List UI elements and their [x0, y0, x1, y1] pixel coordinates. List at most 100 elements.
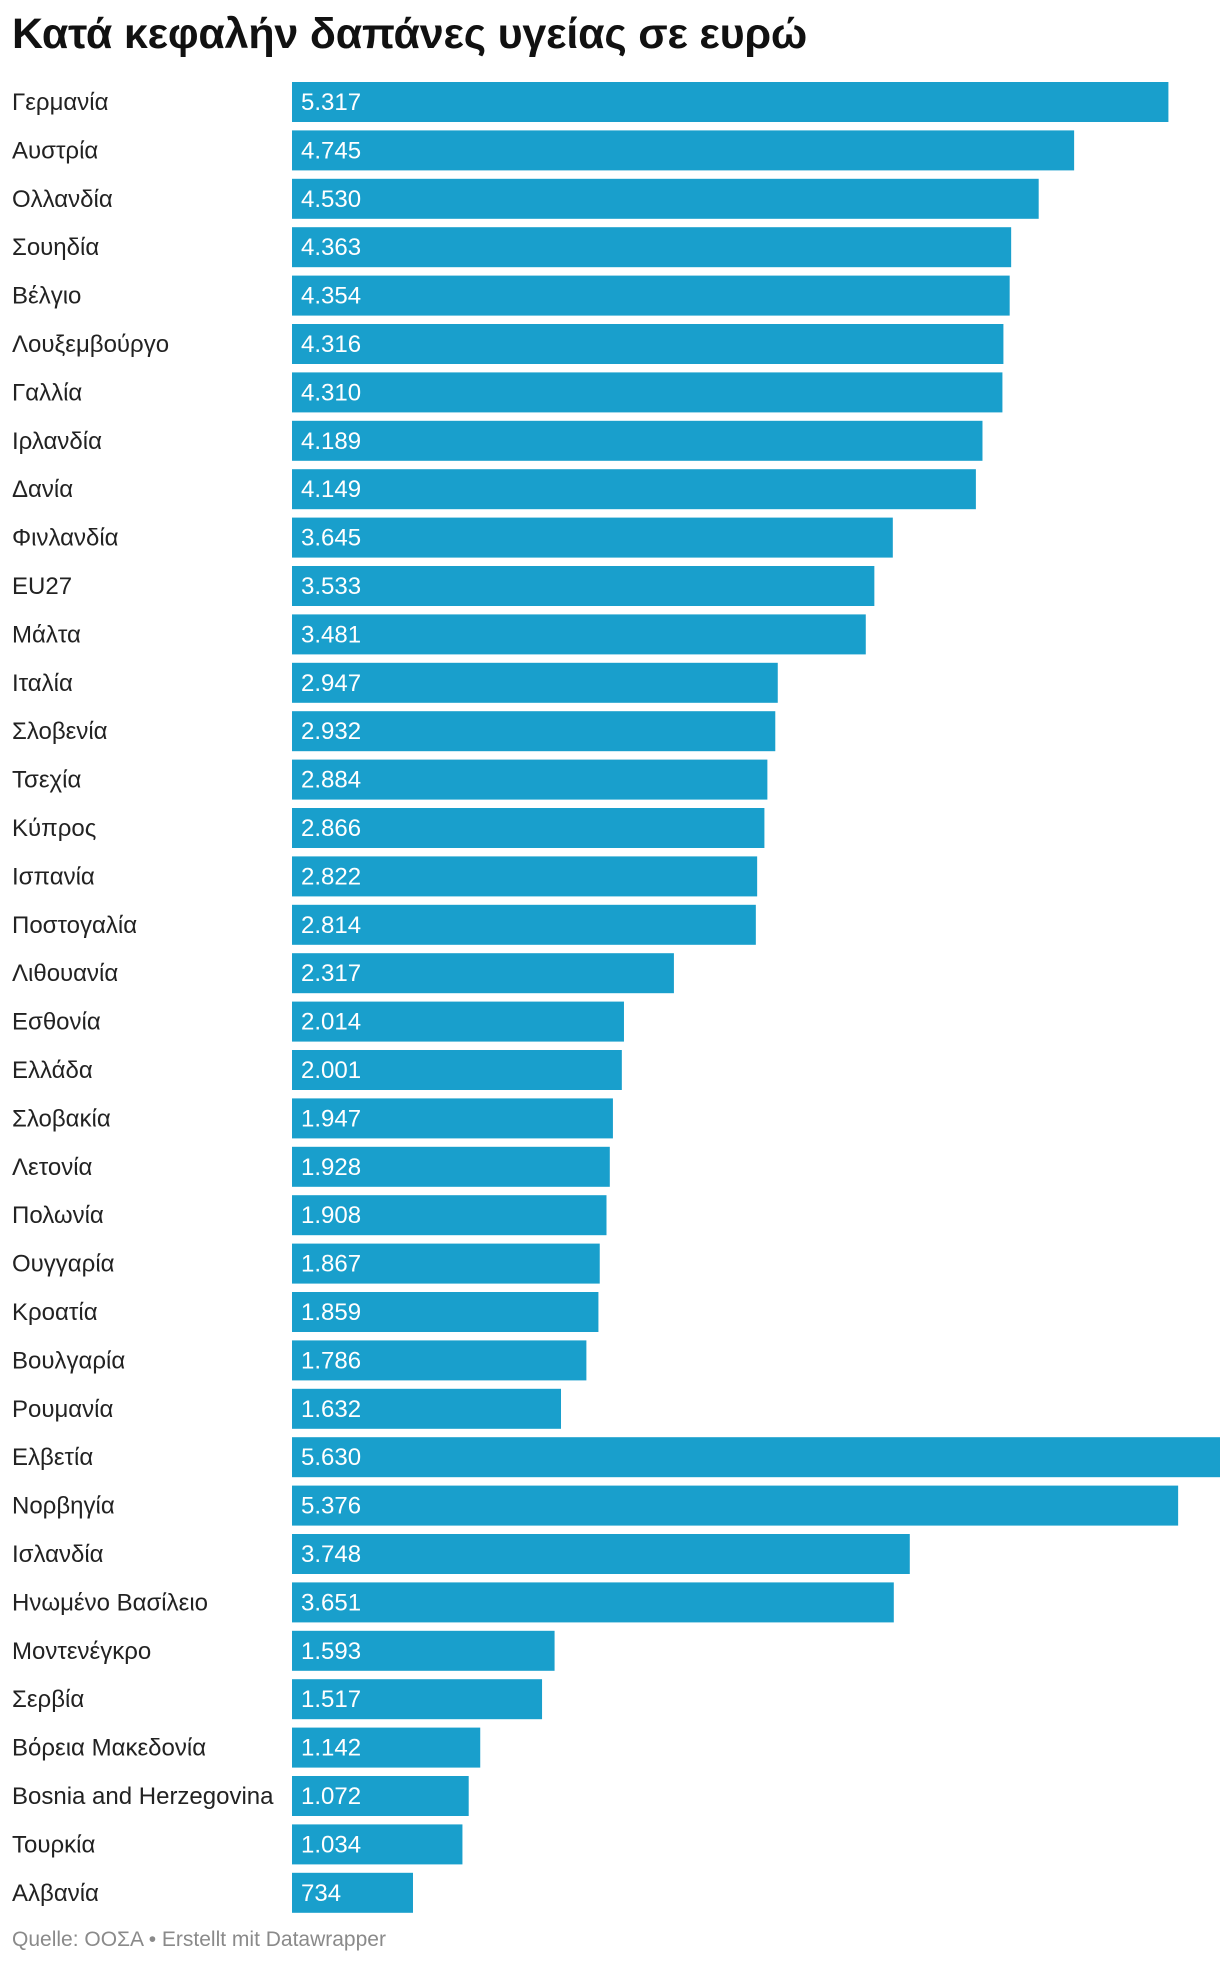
- category-label: Εσθονία: [12, 1009, 101, 1036]
- bar-value-label: 4.363: [301, 234, 361, 261]
- category-label: Τουρκία: [12, 1831, 95, 1858]
- bar-value-label: 4.310: [301, 379, 361, 406]
- bar: [292, 904, 756, 945]
- category-label: Ρουμανία: [12, 1396, 114, 1423]
- bar: [292, 1630, 555, 1671]
- bar-value-label: 2.014: [301, 1009, 361, 1036]
- bar: [292, 130, 1075, 171]
- bar-value-label: 1.034: [301, 1831, 361, 1858]
- bar: [292, 372, 1003, 413]
- category-label: Ολλανδία: [12, 186, 113, 213]
- bar-value-label: 4.745: [301, 137, 361, 164]
- bar-value-label: 1.947: [301, 1105, 361, 1132]
- category-label: Γερμανία: [12, 89, 109, 116]
- bar: [292, 1437, 1220, 1478]
- category-label: Κύπρος: [12, 815, 96, 842]
- bar: [292, 1388, 562, 1429]
- category-label: Bosnia and Herzegovina: [12, 1783, 274, 1810]
- category-label: Σλοβενία: [12, 718, 108, 745]
- bar: [292, 1146, 610, 1187]
- bar-value-label: 1.142: [301, 1735, 361, 1762]
- bar: [292, 1582, 894, 1623]
- bar: [292, 662, 778, 703]
- category-label: Πολωνία: [12, 1202, 104, 1229]
- bar: [292, 1872, 413, 1913]
- bar: [292, 1727, 481, 1768]
- category-label: Ιρλανδία: [12, 428, 102, 455]
- bar-value-label: 2.814: [301, 912, 361, 939]
- bar: [292, 1776, 469, 1816]
- bar: [292, 1824, 463, 1865]
- bar: [292, 517, 893, 558]
- bar-value-label: 2.001: [301, 1057, 361, 1084]
- bar: [292, 1001, 624, 1042]
- category-label: Λουξεμβούργο: [12, 331, 169, 358]
- category-label: Δανία: [12, 476, 73, 503]
- category-label: Βέλγιο: [12, 283, 81, 310]
- bar-value-label: 2.947: [301, 670, 361, 697]
- bar-value-label: 2.866: [301, 815, 361, 842]
- category-label: Σερβία: [12, 1686, 84, 1713]
- category-label: Φινλανδία: [12, 525, 119, 552]
- bar-value-label: 4.354: [301, 283, 361, 310]
- bar: [292, 178, 1039, 219]
- bar: [292, 1485, 1179, 1526]
- bar: [292, 1098, 613, 1139]
- bar: [292, 275, 1010, 316]
- bar-value-label: 1.928: [301, 1154, 361, 1181]
- bar: [292, 711, 776, 752]
- category-label: Μάλτα: [12, 621, 81, 648]
- category-label: Ποστογαλία: [12, 912, 137, 939]
- bar-value-label: 3.533: [301, 573, 361, 600]
- source-footer: Quelle: ΟΟΣΑ • Erstellt mit Datawrapper: [12, 1928, 386, 1951]
- bar: [292, 856, 758, 897]
- bar-value-label: 5.376: [301, 1493, 361, 1520]
- category-label: Αυστρία: [12, 137, 98, 164]
- category-label: Ουγγαρία: [12, 1251, 115, 1278]
- bar-value-label: 3.651: [301, 1589, 361, 1616]
- category-label: Βόρεια Μακεδονία: [12, 1735, 206, 1762]
- bar-value-label: 1.632: [301, 1396, 361, 1423]
- bar-value-label: 2.884: [301, 767, 361, 794]
- bar-value-label: 4.149: [301, 476, 361, 503]
- category-label: Βουλγαρία: [12, 1347, 125, 1374]
- bar-value-label: 3.645: [301, 525, 361, 552]
- bar: [292, 953, 674, 994]
- category-label: Αλβανία: [12, 1880, 99, 1907]
- bar-value-label: 1.786: [301, 1347, 361, 1374]
- bar-value-label: 734: [301, 1880, 341, 1907]
- category-label: Ελβετία: [12, 1444, 93, 1471]
- bar: [292, 227, 1012, 268]
- bar-value-label: 1.867: [301, 1251, 361, 1278]
- bar: [292, 420, 983, 461]
- bar-value-label: 1.517: [301, 1686, 361, 1713]
- category-label: Ηνωμένο Βασίλειο: [12, 1589, 208, 1616]
- bar-value-label: 4.530: [301, 186, 361, 213]
- category-label: Σλοβακία: [12, 1105, 111, 1132]
- bar: [292, 1195, 607, 1236]
- category-label: Κροατία: [12, 1299, 98, 1326]
- bar: [292, 1292, 599, 1332]
- bar-value-label: 3.748: [301, 1541, 361, 1568]
- bar-value-label: 1.072: [301, 1783, 361, 1810]
- category-label: Ελλάδα: [12, 1057, 93, 1084]
- bar-value-label: 1.593: [301, 1638, 361, 1665]
- category-label: Λετονία: [12, 1154, 93, 1181]
- bar: [292, 469, 976, 510]
- category-label: Σουηδία: [12, 234, 99, 261]
- category-label: Λιθουανία: [12, 960, 118, 987]
- bar-value-label: 2.317: [301, 960, 361, 987]
- bar-value-label: 1.908: [301, 1202, 361, 1229]
- bar-value-label: 2.932: [301, 718, 361, 745]
- category-label: Ισπανία: [12, 863, 95, 890]
- category-label: Νορβηγία: [12, 1493, 115, 1520]
- bar: [292, 1679, 543, 1720]
- bar: [292, 324, 1004, 364]
- category-label: Ισλανδία: [12, 1541, 104, 1568]
- category-label: Γαλλία: [12, 379, 82, 406]
- bar: [292, 808, 765, 848]
- category-label: EU27: [12, 573, 72, 600]
- bar: [292, 1534, 910, 1574]
- bar: [292, 1243, 600, 1284]
